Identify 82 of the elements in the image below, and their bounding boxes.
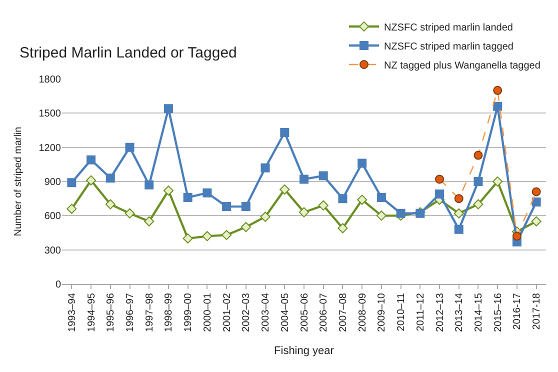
x-tick-label: 1997–98 [144, 292, 156, 332]
y-tick-label: 300 [44, 245, 62, 256]
point [298, 207, 310, 218]
y-tick-label: 1800 [38, 74, 62, 86]
x-tick-label: 1994–95 [86, 292, 98, 332]
point [125, 142, 134, 152]
x-tick-label: 2006–07 [318, 292, 330, 332]
point [86, 175, 96, 186]
x-tick-label: 2012–13 [434, 292, 446, 332]
point [493, 102, 502, 111]
x-tick-label: 2013–14 [454, 292, 466, 332]
point [241, 202, 250, 212]
x-tick-label: 2005–06 [299, 292, 310, 332]
point [144, 216, 154, 226]
point [163, 186, 174, 196]
point [358, 158, 367, 168]
y-tick-label: 1500 [38, 108, 62, 120]
point [357, 194, 368, 205]
x-tick-label: 2003–04 [260, 292, 272, 332]
point [260, 163, 270, 172]
point [300, 174, 308, 184]
point [183, 192, 192, 202]
x-tick-label: 2007–08 [338, 292, 349, 332]
y-axis-title: Number of striped marlin [12, 126, 24, 236]
x-tick-label: 1993–94 [66, 292, 78, 332]
point [454, 208, 464, 218]
x-tick-label: 2004–05 [280, 292, 291, 332]
point [86, 155, 96, 164]
x-tick-label: 2016-17 [512, 292, 524, 330]
x-tick-label: 2014–15 [473, 292, 484, 332]
x-tick-label: 2015–16 [492, 292, 504, 332]
chart-title: Striped Marlin Landed or Tagged [20, 44, 237, 62]
legend-label: NZSFC striped marlin landed [384, 22, 513, 34]
point [260, 212, 270, 222]
point [338, 223, 348, 234]
point [435, 190, 444, 199]
x-tick-label: 2009–10 [376, 292, 388, 332]
x-tick-label: 2017-18 [532, 292, 543, 330]
point [222, 230, 232, 240]
legend-label: NZSFC striped marlin tagged [384, 41, 514, 52]
y-tick-label: 600 [44, 211, 62, 222]
point [280, 128, 290, 138]
point [473, 199, 484, 210]
point [454, 224, 464, 234]
point [240, 222, 251, 232]
x-tick-label: 2008–09 [357, 292, 368, 332]
point [106, 174, 115, 183]
point [66, 204, 77, 214]
y-tick-label: 1200 [38, 142, 62, 154]
x-tick-label: 1999–00 [183, 292, 194, 332]
point [182, 233, 193, 244]
point [474, 177, 483, 186]
x-tick-label: 1995–96 [106, 292, 117, 332]
point [105, 199, 116, 210]
point [164, 104, 173, 114]
point [492, 176, 503, 187]
point [531, 216, 542, 226]
point [124, 208, 135, 218]
point [532, 198, 541, 206]
point [318, 200, 328, 210]
x-tick-label: 2000–01 [202, 292, 214, 332]
point [144, 180, 154, 190]
point [376, 192, 386, 202]
x-tick-label: 2002–03 [241, 292, 252, 332]
point [338, 194, 348, 204]
x-tick-label: 1998–99 [164, 292, 175, 332]
point [318, 171, 328, 180]
x-tick-label: 2001–02 [222, 292, 233, 332]
point [202, 188, 212, 198]
point [202, 231, 212, 242]
x-tick-label: 2010–11 [396, 292, 408, 332]
point [396, 208, 406, 218]
x-axis-title: Fishing year [274, 345, 334, 358]
x-tick-label: 1996–97 [125, 292, 136, 332]
point [222, 202, 232, 212]
y-tick-label: 0 [55, 280, 62, 290]
y-tick-label: 900 [44, 177, 62, 188]
point [376, 210, 386, 221]
x-tick-label: 2011–12 [415, 292, 426, 332]
point [67, 178, 76, 188]
point [280, 184, 290, 195]
legend-label: NZ tagged plus Wanganella tagged [384, 60, 540, 72]
